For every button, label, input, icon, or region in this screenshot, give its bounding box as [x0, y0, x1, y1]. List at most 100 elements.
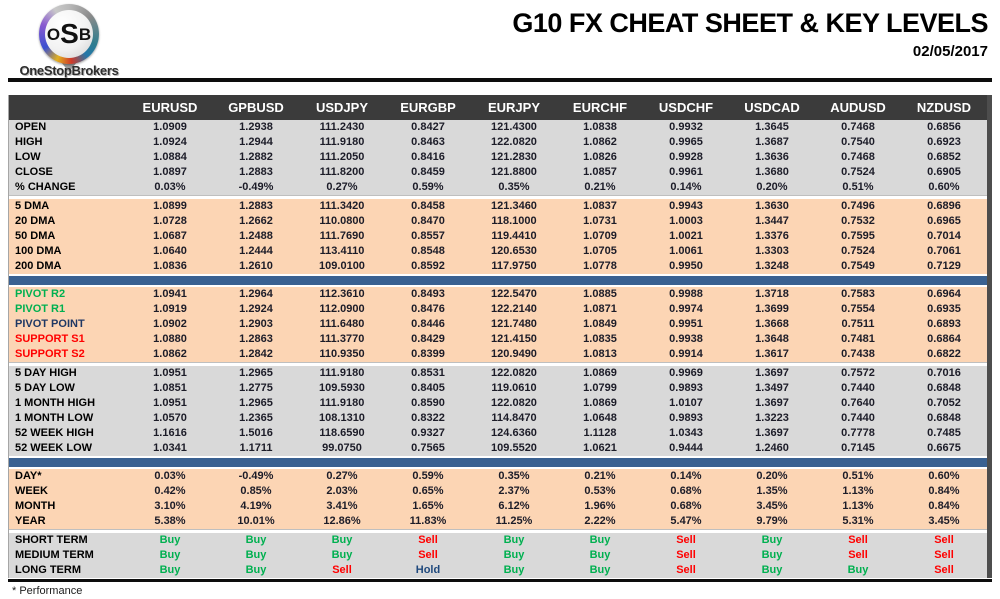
value-cell: 121.7480 — [491, 318, 537, 330]
value-cell: 0.8446 — [411, 318, 445, 330]
table-row: 5 DAY LOW 1.0851 1.2775 109.5930 0.8405 119.0… — [9, 381, 987, 396]
page-title: G10 FX CHEAT SHEET & KEY LEVELS — [512, 8, 988, 38]
value-cell: 111.8200 — [319, 166, 365, 178]
value-cell: 0.7440 — [841, 412, 875, 424]
value-cell: 110.9350 — [319, 348, 365, 360]
value-cell: 1.0897 — [153, 166, 187, 178]
value-cell: 0.6856 — [927, 121, 961, 133]
value-cell: 1.3680 — [755, 166, 789, 178]
value-cell: 0.84% — [928, 485, 960, 497]
value-cell: 0.6896 — [927, 200, 961, 212]
table-row: SHORT TERM Buy Buy Buy Sell Buy Buy Sell Buy Sell… — [9, 533, 987, 548]
value-cell: 0.7640 — [841, 397, 875, 409]
value-cell: 111.3420 — [319, 200, 365, 212]
table-row: SUPPORT S1 1.0880 1.2863 111.3770 0.8429 121.… — [9, 332, 987, 347]
value-cell: 1.0836 — [153, 260, 187, 272]
column-header: USDCHF — [658, 100, 714, 115]
value-cell: 0.68% — [670, 500, 702, 512]
value-cell: 0.9943 — [669, 200, 703, 212]
value-cell: 0.6675 — [927, 442, 961, 454]
signal-cell: Buy — [503, 534, 525, 546]
value-cell: 1.2662 — [239, 215, 273, 227]
value-cell: 2.22% — [584, 515, 616, 527]
value-cell: 112.0900 — [319, 303, 365, 315]
value-cell: 1.0951 — [153, 397, 187, 409]
value-cell: 1.3303 — [755, 245, 789, 257]
value-cell: 1.3630 — [755, 200, 789, 212]
column-header: USDJPY — [315, 100, 369, 115]
value-cell: 0.9950 — [669, 260, 703, 272]
row-label: SUPPORT S1 — [15, 333, 85, 345]
row-label: HIGH — [15, 136, 43, 148]
value-cell: 1.2924 — [239, 303, 273, 315]
signal-cell: Sell — [676, 534, 696, 546]
value-cell: 1.0709 — [583, 230, 617, 242]
signal-cell: Buy — [159, 564, 181, 576]
signal-cell: Buy — [847, 564, 869, 576]
value-cell: 1.0061 — [669, 245, 703, 257]
value-cell: 1.0941 — [153, 288, 187, 300]
table-row: 20 DMA 1.0728 1.2662 110.0800 0.8470 118.1000… — [9, 214, 987, 229]
value-cell: 1.2775 — [239, 382, 273, 394]
row-label: PIVOT POINT — [15, 318, 85, 330]
value-cell: 1.3697 — [755, 367, 789, 379]
value-cell: 1.0924 — [153, 136, 187, 148]
value-cell: 1.1128 — [583, 427, 617, 439]
value-cell: 113.4110 — [319, 245, 365, 257]
value-cell: 1.0862 — [583, 136, 617, 148]
value-cell: 1.0341 — [153, 442, 187, 454]
value-cell: 0.9938 — [669, 333, 703, 345]
value-cell: 0.7511 — [841, 318, 875, 330]
value-cell: 0.9969 — [669, 367, 703, 379]
table-header-row: EURUSD GPBUSD USDJPY EURGBP EURJPY EURCHF USDC… — [9, 95, 987, 120]
row-label: 5 DAY HIGH — [15, 367, 77, 379]
value-cell: 0.7565 — [411, 442, 445, 454]
value-cell: 2.03% — [326, 485, 358, 497]
value-cell: 0.9893 — [669, 382, 703, 394]
logo-letter: B — [78, 24, 92, 44]
value-cell: 1.65% — [412, 500, 444, 512]
value-cell: 0.9928 — [669, 151, 703, 163]
value-cell: 0.8459 — [411, 166, 445, 178]
value-cell: 0.6964 — [927, 288, 961, 300]
value-cell: 1.3697 — [755, 427, 789, 439]
value-cell: 0.85% — [240, 485, 272, 497]
value-cell: 0.7583 — [841, 288, 875, 300]
table-row: HIGH 1.0924 1.2944 111.9180 0.8463 122.0820 1.… — [9, 135, 987, 150]
row-label: PIVOT R2 — [15, 288, 66, 300]
value-cell: 114.8470 — [491, 412, 537, 424]
column-header: GPBUSD — [228, 100, 284, 115]
value-cell: 1.0857 — [583, 166, 617, 178]
value-cell: 0.8463 — [411, 136, 445, 148]
value-cell: 0.9974 — [669, 303, 703, 315]
value-cell: 0.9965 — [669, 136, 703, 148]
signal-cell: Sell — [418, 549, 438, 561]
value-cell: 1.0885 — [583, 288, 617, 300]
value-cell: 0.7438 — [841, 348, 875, 360]
value-cell: 122.0820 — [491, 397, 537, 409]
value-cell: 1.0849 — [583, 318, 617, 330]
value-cell: 3.45% — [928, 515, 960, 527]
row-label: 1 MONTH LOW — [15, 412, 94, 424]
value-cell: 1.0869 — [583, 367, 617, 379]
table-row: OPEN 1.0909 1.2938 111.2430 0.8427 121.4300 1.… — [9, 120, 987, 135]
signal-cell: Buy — [159, 534, 181, 546]
value-cell: 0.51% — [842, 470, 874, 482]
value-cell: 0.8458 — [411, 200, 445, 212]
value-cell: 1.0813 — [583, 348, 617, 360]
row-label: PIVOT R1 — [15, 303, 66, 315]
value-cell: 0.9914 — [669, 348, 703, 360]
row-label: OPEN — [15, 121, 47, 133]
value-cell: 0.7540 — [841, 136, 875, 148]
value-cell: 0.7549 — [841, 260, 875, 272]
value-cell: 1.0902 — [153, 318, 187, 330]
brand-name: OneStopBrokers — [19, 63, 119, 78]
value-cell: 1.13% — [842, 500, 874, 512]
column-header: EURUSD — [142, 100, 198, 115]
value-cell: 0.8557 — [411, 230, 445, 242]
row-label: 20 DMA — [15, 215, 56, 227]
table-row: 1 MONTH LOW 1.0570 1.2365 108.1310 0.8322 114… — [9, 411, 987, 426]
value-cell: 0.14% — [670, 470, 702, 482]
